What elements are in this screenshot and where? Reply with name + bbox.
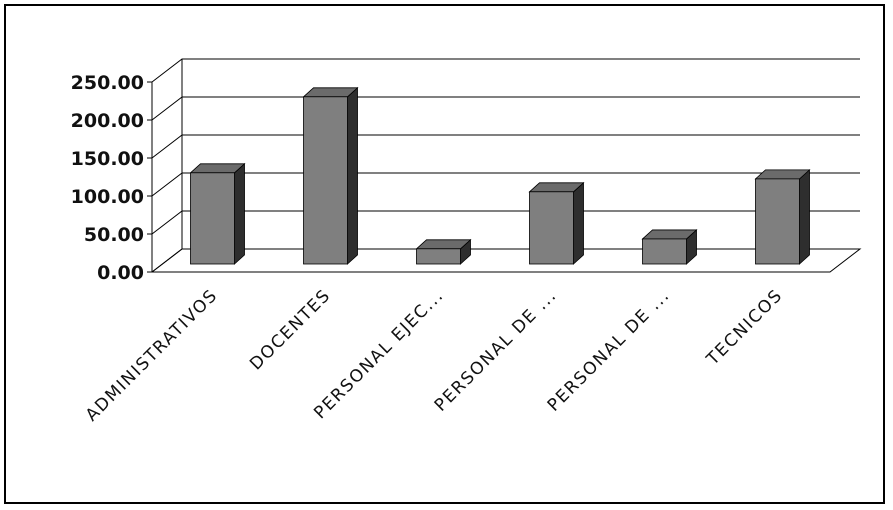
- chart-walls: [150, 59, 862, 273]
- bar-top: [189, 163, 246, 174]
- bar-top: [302, 87, 359, 98]
- x-tick-label: PERSONAL EJEC...: [310, 285, 448, 423]
- bar-front: [755, 178, 800, 265]
- bar-front: [416, 248, 461, 265]
- bar: [641, 229, 698, 265]
- y-tick-label: 100.00: [71, 186, 144, 208]
- x-tick-label: DOCENTES: [246, 285, 335, 374]
- gridline: [151, 96, 860, 121]
- bar: [189, 162, 246, 265]
- x-tick-label: ADMINISTRATIVOS: [82, 285, 222, 425]
- bar-front: [190, 172, 235, 265]
- bar-side: [799, 168, 810, 265]
- bar: [528, 181, 585, 265]
- gridline: [151, 172, 860, 197]
- bar: [302, 86, 359, 265]
- gridlines: [151, 58, 860, 273]
- y-tick-label: 200.00: [71, 110, 144, 132]
- y-axis: 0.00 50.00 100.00 150.00 200.00 250.00: [71, 72, 153, 284]
- bar-front: [303, 96, 348, 265]
- y-tick-label: 250.00: [71, 72, 144, 94]
- gridline: [151, 210, 860, 235]
- bar: [754, 168, 811, 265]
- gridline: [151, 134, 860, 159]
- bar: [415, 238, 472, 265]
- bar-side: [234, 162, 245, 265]
- bars: [189, 86, 811, 265]
- y-tick-label: 150.00: [71, 148, 144, 170]
- gridline: [151, 58, 860, 83]
- bar-front: [642, 238, 687, 265]
- y-tick-label: 50.00: [84, 224, 144, 246]
- bar-side: [347, 86, 358, 265]
- x-tick-label: PERSONAL DE ...: [431, 285, 561, 415]
- bar-top: [415, 239, 472, 250]
- bar-front: [529, 191, 574, 265]
- bar-side: [573, 181, 584, 265]
- bar-top: [528, 182, 585, 193]
- chart-floor: [150, 248, 862, 273]
- x-tick-label: TECNICOS: [702, 285, 787, 370]
- y-tick-label: 0.00: [97, 262, 144, 284]
- chart-frame: 0.00 50.00 100.00 150.00 200.00 250.00 ADMINI…: [4, 4, 885, 504]
- gridline: [151, 248, 860, 273]
- bar-top: [641, 229, 698, 240]
- x-tick-label: PERSONAL DE ...: [544, 285, 674, 415]
- bar-top: [754, 169, 811, 180]
